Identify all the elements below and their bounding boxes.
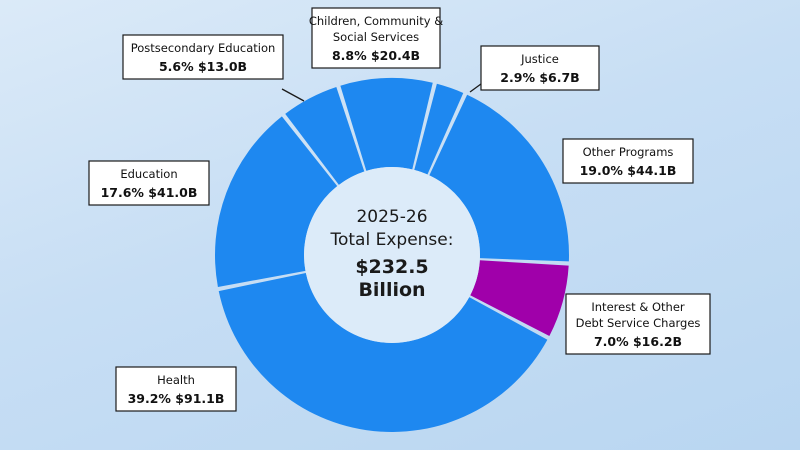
- slice-name: Social Services: [333, 30, 419, 44]
- slice-name: Education: [120, 167, 177, 181]
- slice-value: 5.6% $13.0B: [159, 59, 247, 74]
- slice-health: [218, 272, 548, 432]
- slice-name: Postsecondary Education: [131, 41, 276, 55]
- label-box-frame: [311, 7, 441, 69]
- slice-label: Postsecondary Education 5.6% $13.0B: [122, 34, 284, 80]
- slice-value: 19.0% $44.1B: [580, 163, 677, 178]
- slice-label: Interest & Other Debt Service Charges 7.0%…: [565, 293, 711, 355]
- slice-postsecondary-education: [285, 86, 365, 185]
- donut-hole: [304, 167, 480, 343]
- slice-name: Health: [157, 373, 195, 387]
- center-line-1: 2025-26: [356, 207, 427, 227]
- slice-interest-other-debt-service-charges: [470, 260, 569, 337]
- donut-slices: [215, 78, 569, 432]
- leader-line: [281, 88, 305, 102]
- slice-label: Justice 2.9% $6.7B: [480, 45, 600, 91]
- slice-label: Education 17.6% $41.0B: [88, 160, 210, 206]
- donut-center: 2025-26 Total Expense: $232.5 Billion: [330, 207, 454, 301]
- slice-other-programs: [429, 94, 569, 262]
- slice-name: Children, Community &: [309, 14, 443, 28]
- center-line-3: $232.5: [355, 256, 428, 278]
- slice-justice: [414, 83, 464, 175]
- slice-name: Interest & Other: [591, 300, 685, 314]
- slice-value: 39.2% $91.1B: [128, 391, 225, 406]
- slice-label: Other Programs 19.0% $44.1B: [562, 138, 694, 184]
- slice-label: Health 39.2% $91.1B: [115, 366, 237, 412]
- slice-value: 7.0% $16.2B: [594, 334, 682, 349]
- slice-name: Justice: [520, 52, 559, 66]
- label-box-frame: [480, 45, 600, 91]
- center-line-4: Billion: [358, 279, 425, 301]
- label-box-frame: [88, 160, 210, 206]
- label-box-frame: [565, 293, 711, 355]
- slice-value: 2.9% $6.7B: [500, 70, 579, 85]
- slice-labels: Justice 2.9% $6.7B Other Programs 19.0% $44…: [88, 7, 711, 412]
- slice-value: 17.6% $41.0B: [101, 185, 198, 200]
- slice-education: [215, 116, 338, 287]
- label-box-frame: [562, 138, 694, 184]
- slice-name: Debt Service Charges: [576, 316, 701, 330]
- slice-name: Other Programs: [583, 145, 674, 159]
- slice-value: 8.8% $20.4B: [332, 48, 420, 63]
- slice-label: Children, Community & Social Services 8.8%…: [309, 7, 443, 69]
- center-line-2: Total Expense:: [330, 230, 454, 250]
- label-box-frame: [122, 34, 284, 80]
- label-box-frame: [115, 366, 237, 412]
- slice-children-community-social-services: [340, 78, 433, 171]
